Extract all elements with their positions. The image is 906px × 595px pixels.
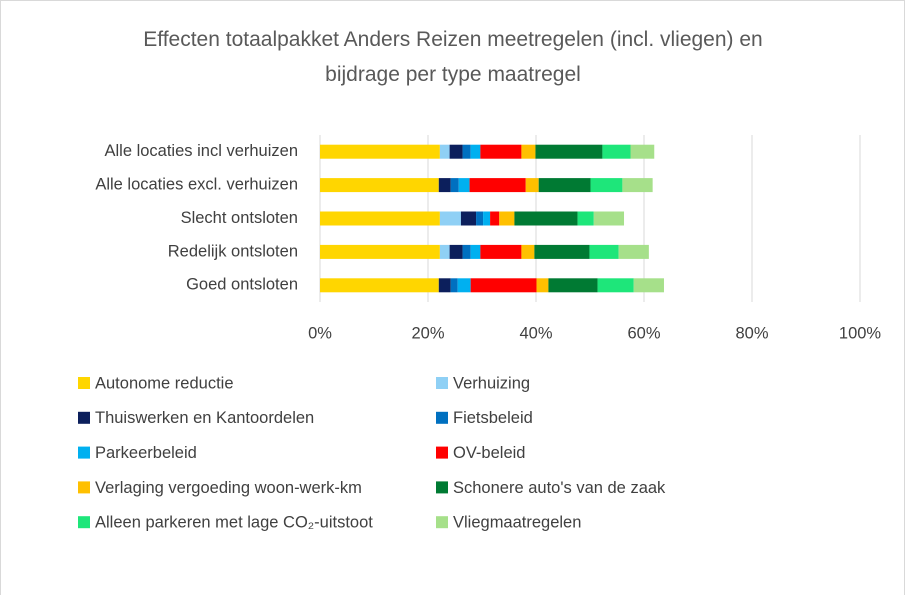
bar-segment — [630, 144, 655, 159]
legend-label: Vliegmaatregelen — [453, 514, 581, 532]
legend-swatch — [436, 377, 448, 389]
bar-segment — [633, 278, 664, 293]
bar-segment — [622, 178, 653, 193]
legend-swatch — [436, 411, 448, 424]
bar-segment — [450, 278, 458, 293]
bar-segment — [597, 278, 634, 293]
bar-segment — [476, 211, 484, 226]
bar-segment — [536, 278, 549, 293]
bar-segment — [457, 278, 471, 293]
bar-segment — [460, 211, 477, 226]
x-tick-label: 100% — [839, 324, 882, 342]
bar-segment — [462, 244, 471, 259]
y-tick-label: Slecht ontsloten — [181, 209, 298, 227]
bar-segment — [439, 244, 450, 259]
legend-label: OV-beleid — [453, 444, 525, 462]
bar-segment — [480, 244, 522, 259]
legend-label: Thuiswerken en Kantoordelen — [95, 409, 314, 427]
bar-segment — [480, 144, 522, 159]
bar-segment — [602, 144, 631, 159]
legend-label: Schonere auto's van de zaak — [453, 479, 666, 497]
bar-segment — [521, 144, 536, 159]
legend-swatch — [436, 516, 448, 529]
bar-segment — [320, 211, 440, 226]
bar-segment — [548, 278, 598, 293]
bar-segment — [514, 211, 578, 226]
x-tick-label: 60% — [627, 324, 660, 342]
bar-segment — [470, 144, 481, 159]
bar-segment — [438, 178, 451, 193]
legend-swatch — [78, 516, 90, 529]
bar-segment — [438, 278, 451, 293]
y-tick-label: Goed ontsloten — [186, 276, 298, 294]
bar-segment — [320, 244, 440, 259]
bar-segment — [469, 178, 526, 193]
bar-segment — [462, 144, 471, 159]
bar-segment — [320, 278, 439, 293]
y-tick-label: Alle locaties incl verhuizen — [104, 142, 298, 160]
y-tick-label: Redelijk ontsloten — [168, 242, 298, 260]
bar-segment — [458, 178, 470, 193]
legend-label: Fietsbeleid — [453, 409, 533, 427]
legend-swatch — [78, 446, 90, 459]
bar-segment — [439, 211, 461, 226]
bar-segment — [470, 278, 537, 293]
legend-label: Verhuizing — [453, 374, 530, 392]
y-tick-label: Alle locaties excl. verhuizen — [95, 175, 298, 193]
legend-swatch — [78, 481, 90, 494]
bar-segment — [590, 178, 623, 193]
bar-segment — [525, 178, 539, 193]
legend-swatch — [78, 411, 90, 424]
bar-segment — [449, 244, 463, 259]
bar-segment — [439, 144, 450, 159]
bar-segment — [618, 244, 649, 259]
legend-label: Alleen parkeren met lage CO₂-uitstoot — [95, 514, 373, 532]
legend-label: Autonome reductie — [95, 374, 234, 392]
bar-segment — [577, 211, 594, 226]
legend-swatch — [436, 481, 448, 494]
bar-segment — [320, 144, 440, 159]
bar-segment — [534, 244, 590, 259]
bar-segment — [535, 144, 603, 159]
bar-segment — [483, 211, 491, 226]
x-tick-label: 0% — [308, 324, 332, 342]
bar-segment — [470, 244, 481, 259]
bar-segment — [320, 178, 439, 193]
bar-segment — [593, 211, 625, 226]
bar-segment — [449, 144, 463, 159]
legend-swatch — [436, 446, 448, 459]
x-tick-label: 80% — [735, 324, 768, 342]
bar-segment — [538, 178, 591, 193]
bar-segment — [499, 211, 515, 226]
bar-segment — [450, 178, 459, 193]
bar-segment — [521, 244, 535, 259]
bar-segment — [490, 211, 500, 226]
legend-swatch — [78, 377, 90, 389]
legend-label: Verlaging vergoeding woon-werk-km — [95, 479, 362, 497]
x-tick-label: 20% — [411, 324, 444, 342]
x-tick-label: 40% — [519, 324, 552, 342]
chart-title: Effecten totaalpakket Anders Reizen meet… — [143, 28, 763, 86]
legend-label: Parkeerbeleid — [95, 444, 197, 462]
bar-segment — [589, 244, 619, 259]
